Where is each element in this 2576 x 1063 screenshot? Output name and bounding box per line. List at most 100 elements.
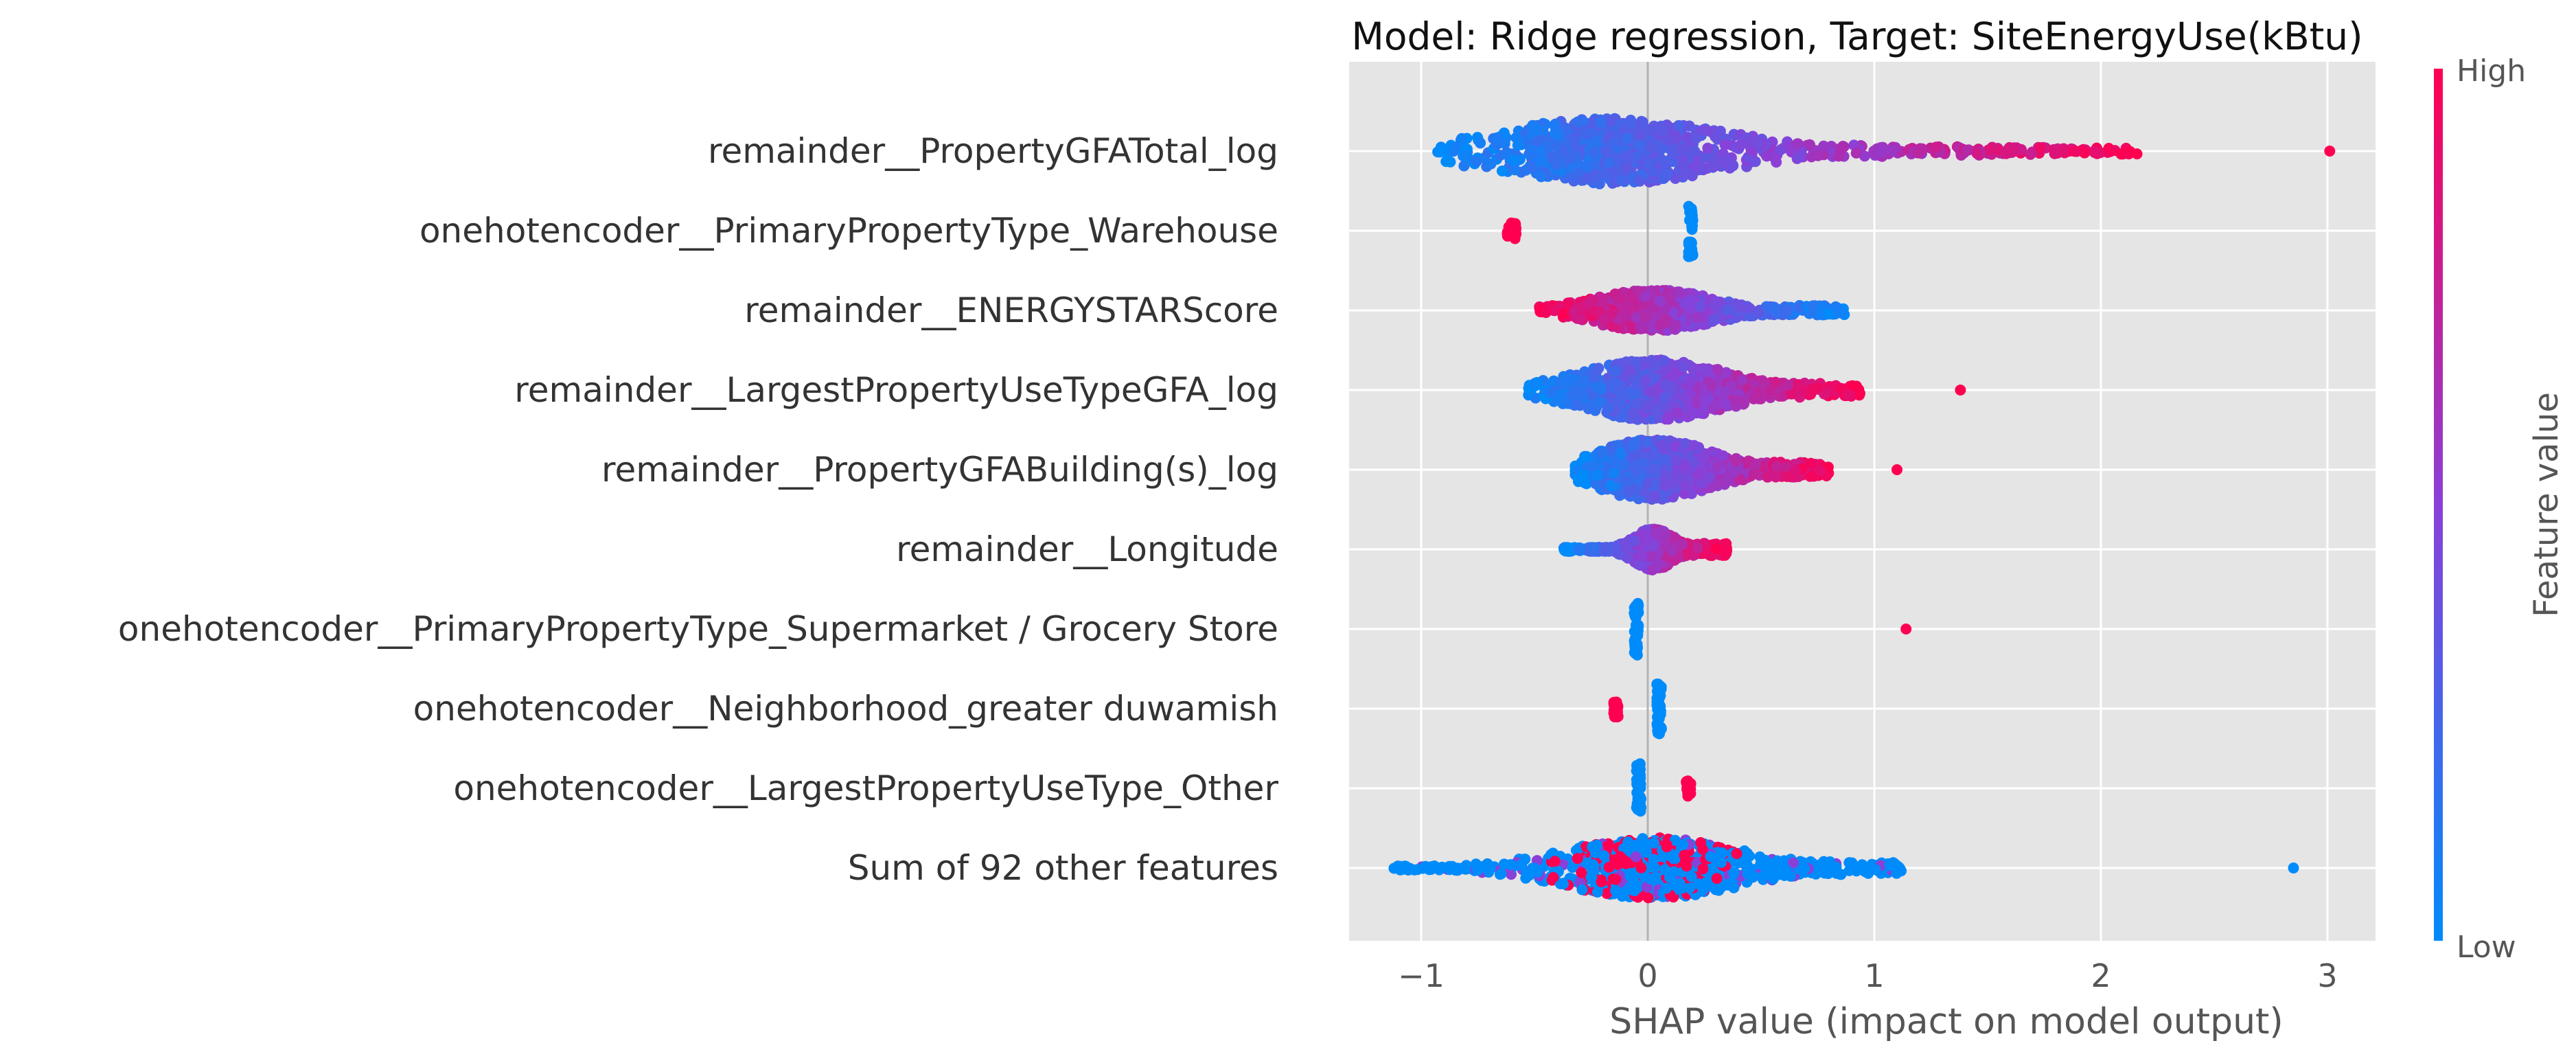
shap-point <box>1769 301 1780 312</box>
shap-point <box>1695 301 1706 312</box>
shap-point <box>1659 481 1670 492</box>
shap-point <box>1609 697 1620 708</box>
shap-point <box>1790 465 1801 476</box>
shap-point <box>1771 461 1782 472</box>
shap-point <box>1736 301 1747 312</box>
shap-point <box>1556 389 1567 400</box>
shap-point <box>1683 548 1694 559</box>
shap-point <box>1656 722 1667 733</box>
shap-point <box>1698 453 1709 464</box>
shap-point <box>2004 142 2015 153</box>
shap-point <box>1646 142 1657 153</box>
shap-point <box>1931 141 1942 152</box>
shap-point <box>1622 133 1633 144</box>
shap-point <box>1670 320 1681 331</box>
shap-point <box>1706 380 1717 391</box>
shap-point <box>1891 464 1902 475</box>
shap-point <box>1757 375 1768 386</box>
shap-point <box>1640 290 1651 301</box>
shap-point <box>1545 387 1556 398</box>
shap-point <box>1721 387 1732 398</box>
shap-point <box>1736 375 1747 386</box>
shap-point <box>1815 465 1826 476</box>
shap-point <box>1698 124 1709 135</box>
shap-point <box>1634 176 1645 187</box>
shap-point <box>1647 564 1658 575</box>
plot-area <box>1349 62 2376 941</box>
shap-point <box>1692 542 1703 553</box>
shap-point <box>1721 305 1732 316</box>
shap-point <box>1680 481 1691 492</box>
shap-point <box>1607 455 1618 466</box>
shap-point <box>2105 146 2116 157</box>
shap-point <box>1634 792 1645 803</box>
shap-point <box>1576 388 1587 399</box>
shap-point <box>1691 312 1702 323</box>
shap-point <box>1587 543 1598 554</box>
shap-point <box>1851 148 1862 159</box>
shap-point <box>1681 784 1692 795</box>
shap-point <box>1674 120 1685 131</box>
shap-point <box>1793 152 1804 163</box>
shap-point <box>1643 401 1654 412</box>
shap-point <box>1736 139 1747 150</box>
shap-point <box>1572 117 1583 128</box>
shap-point <box>1648 464 1659 475</box>
shap-point <box>1646 126 1657 137</box>
shap-point <box>1635 322 1646 333</box>
shap-point <box>1804 139 1815 150</box>
shap-point <box>1655 295 1666 306</box>
shap-point <box>1629 626 1640 637</box>
shap-point <box>1629 407 1640 418</box>
shap-point <box>1844 389 1855 400</box>
shap-point <box>1625 387 1636 398</box>
shap-point <box>1573 545 1584 556</box>
shap-point <box>1510 133 1521 144</box>
shap-point <box>1660 379 1671 390</box>
shap-point <box>1670 455 1681 466</box>
shap-point <box>1622 553 1633 564</box>
shap-point <box>1659 392 1670 403</box>
shap-point <box>2049 148 2060 159</box>
shap-point <box>1688 407 1699 418</box>
shap-point <box>1596 384 1607 395</box>
shap-point <box>1640 375 1651 386</box>
shap-point <box>1603 130 1614 141</box>
shap-point <box>1782 380 1793 391</box>
shap-point <box>1876 147 1887 158</box>
shap-point <box>1683 201 1694 212</box>
shap-point <box>1637 551 1648 562</box>
shap-point <box>1955 385 1966 396</box>
shap-point <box>1722 155 1733 166</box>
shap-point <box>2089 146 2100 157</box>
shap-point <box>1635 758 1646 769</box>
shap-point <box>1818 141 1829 152</box>
shap-point <box>1666 545 1677 556</box>
shap-point <box>1657 455 1668 466</box>
shap-point <box>1624 304 1635 315</box>
shap-point <box>1771 471 1782 482</box>
shap-point <box>1475 137 1486 148</box>
shap-point <box>1753 386 1764 397</box>
shap-point <box>1598 545 1609 556</box>
shap-point <box>1621 161 1632 172</box>
shap-point <box>1751 459 1762 470</box>
shap-point <box>1503 229 1514 240</box>
shap-point <box>1497 165 1508 176</box>
shap-point <box>1684 242 1695 253</box>
shap-point <box>1486 159 1497 170</box>
shap-point <box>1651 528 1662 539</box>
shap-point <box>1808 300 1819 311</box>
shap-point <box>1693 468 1704 479</box>
shap-point <box>1471 156 1482 167</box>
shap-point <box>1596 117 1607 128</box>
shap-point <box>1837 141 1848 152</box>
shap-point <box>1592 470 1603 481</box>
shap-point <box>1806 384 1817 395</box>
shap-point <box>1532 377 1543 388</box>
shap-point <box>2324 146 2335 157</box>
shap-point <box>1534 157 1545 168</box>
shap-point <box>1657 124 1668 135</box>
shap-point <box>1887 145 1898 156</box>
